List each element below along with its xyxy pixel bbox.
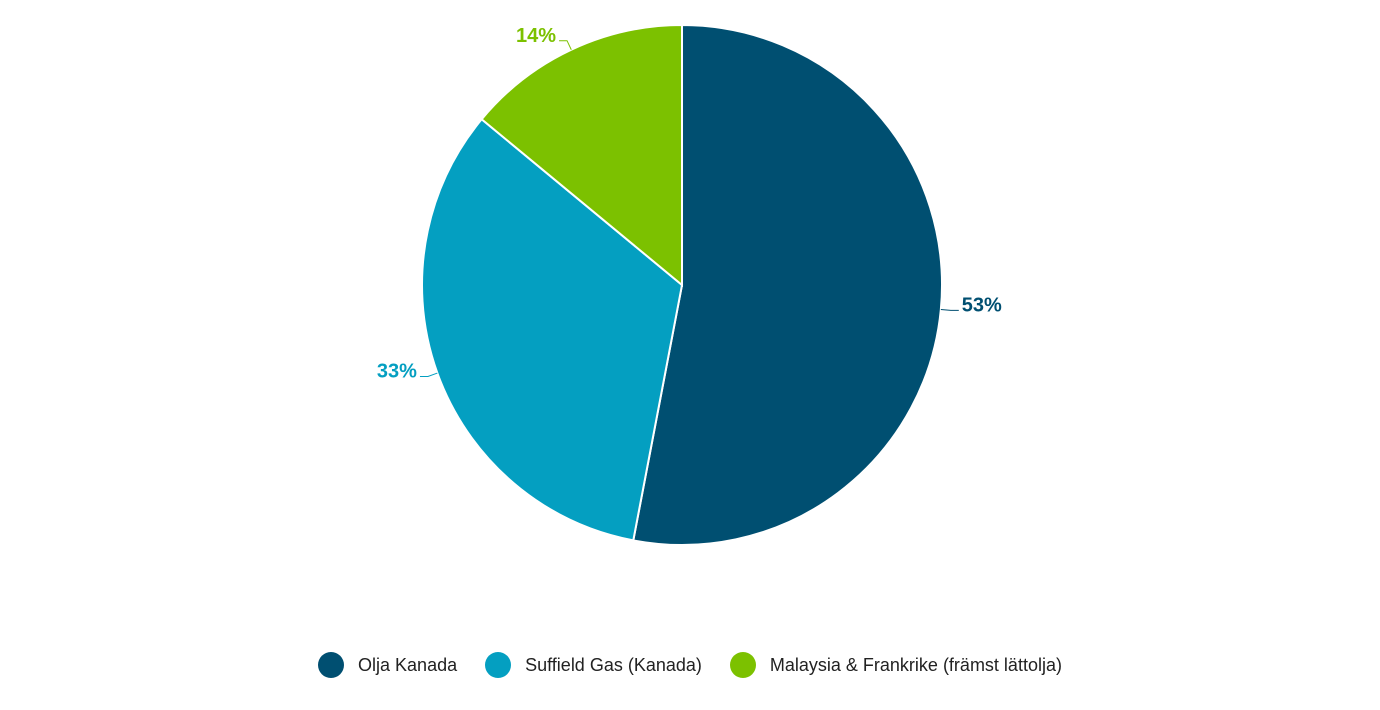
leader-line	[940, 308, 959, 311]
legend-swatch	[485, 652, 512, 678]
legend-label: Olja Kanada	[358, 654, 458, 675]
legend-label: Malaysia & Frankrike (främst lättolja)	[769, 654, 1062, 675]
slice	[421, 117, 684, 542]
data-label: 33%	[377, 361, 417, 383]
slice	[632, 23, 943, 546]
chart: 53% 33% 14%	[377, 23, 1002, 546]
legend-item: Suffield Gas (Kanada)	[485, 652, 702, 678]
leader-line	[419, 372, 438, 377]
slice	[480, 23, 683, 288]
legend-swatch	[729, 652, 756, 678]
legend: Olja Kanada Suffield Gas (Kanada) Malaysia…	[0, 652, 1380, 678]
legend-item: Olja Kanada	[318, 652, 457, 678]
legend-item: Malaysia & Frankrike (främst lättolja)	[729, 652, 1062, 678]
legend-label: Suffield Gas (Kanada)	[525, 654, 702, 675]
data-label: 14%	[516, 25, 556, 47]
legend-swatch	[318, 652, 345, 678]
leader-line	[559, 40, 572, 50]
data-label: 53%	[962, 295, 1002, 317]
